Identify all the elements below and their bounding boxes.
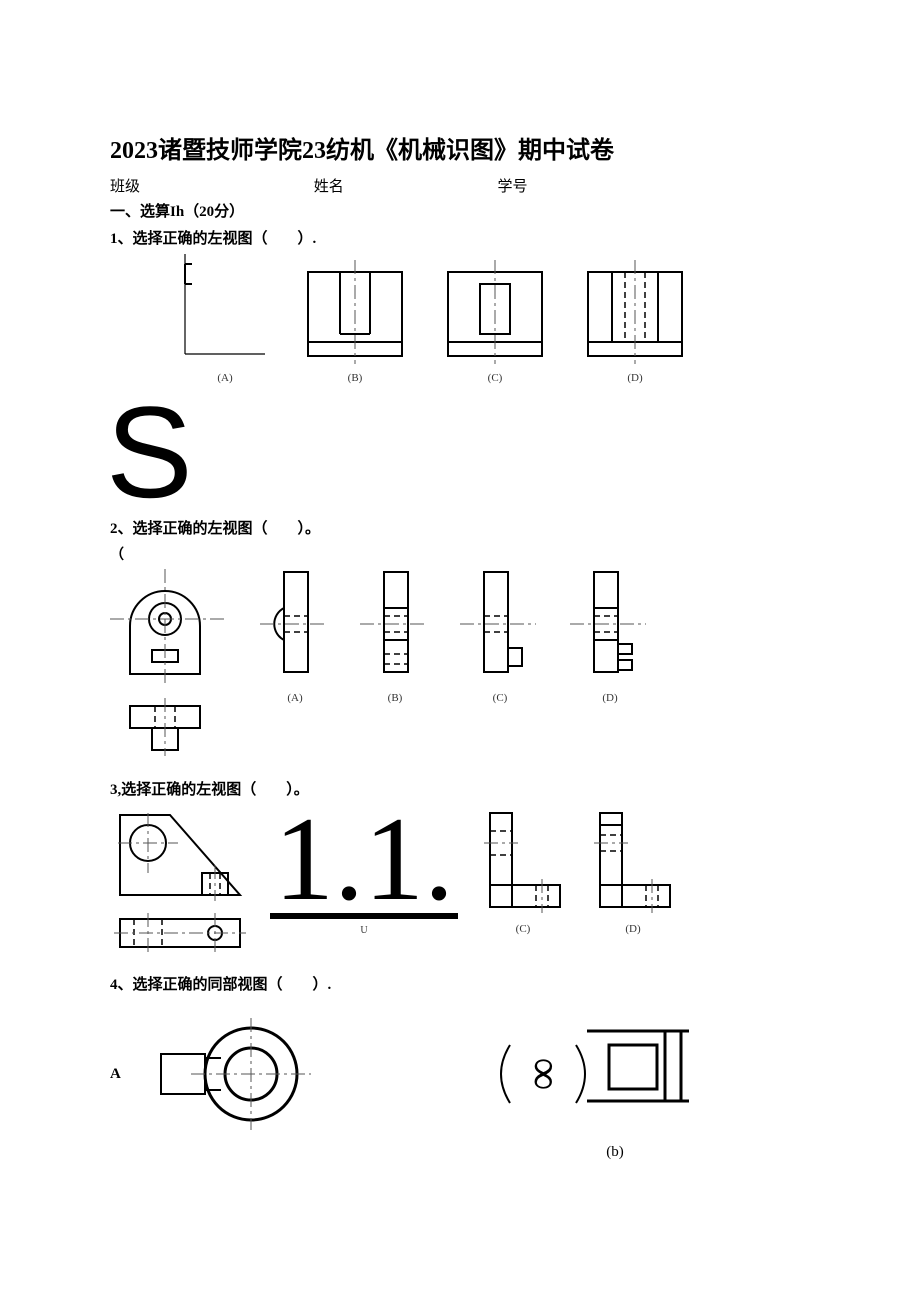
q2-given-front (110, 564, 230, 694)
q3-given-front (110, 805, 250, 905)
q1-optb-svg (300, 264, 410, 364)
q1-opt-d: (D) (580, 264, 690, 384)
q2-optc-svg (460, 564, 540, 684)
q2-optd-svg (570, 564, 650, 684)
q3-big-glyph: 1.1. (270, 805, 458, 919)
q4-blank (286, 977, 309, 993)
name-label: 姓名 (314, 175, 494, 196)
q4-inf-svg: ∞ (498, 1039, 588, 1109)
q4-label-b: (b) (420, 1144, 810, 1161)
q4-label-a: A (110, 1066, 121, 1083)
q1-given-svg (180, 254, 270, 364)
q1-opt-d-label: (D) (627, 372, 642, 384)
q4-glyph-square (583, 1021, 693, 1127)
q2-opt-b-label: (B) (388, 692, 403, 704)
page-title: 2023诸暨技师学院23纺机《机械识图》期中试卷 (110, 130, 810, 165)
q2-suffix: ）。 (298, 521, 321, 537)
q4-figures: A ∞ (110, 1014, 810, 1134)
q3-prefix: 3,选择正确的左视图（ (110, 782, 256, 798)
q1-optd-svg (580, 264, 690, 364)
q1-figures: (A) (B) (C) (180, 254, 810, 384)
section-1-heading: 一、选算Ih（20分） (110, 200, 810, 221)
q1-suffix: ）. (298, 231, 317, 247)
q1-opt-b: (B) (300, 264, 410, 384)
q2-opt-d-label: (D) (602, 692, 617, 704)
q1-opt-a-label: (A) (217, 372, 232, 384)
q4-right-glyphs: ∞ (501, 1021, 693, 1127)
q3-sub-label: U (360, 925, 367, 936)
q3-opt-d-label: (D) (625, 923, 640, 935)
q3-opt-d: (D) (588, 805, 678, 935)
q2-prefix: 2、选择正确的左视图（ (110, 521, 268, 537)
q2-opt-c: (C) (460, 564, 540, 704)
q3-text: 3,选择正确的左视图（ ）。 (110, 778, 810, 799)
q1-given: (A) (180, 254, 270, 384)
q2-opt-a-label: (A) (287, 692, 302, 704)
q3-optc-svg (478, 805, 568, 915)
info-row: 班级 姓名 学号 (110, 175, 810, 196)
class-label: 班级 (110, 175, 310, 196)
q2-given (110, 564, 230, 758)
q2-given-top (110, 698, 230, 758)
q4-given-svg (151, 1014, 321, 1134)
q4-sq-svg (583, 1021, 693, 1111)
q4-text: 4、选择正确的同部视图（ ）. (110, 973, 810, 994)
q3-opt-c: (C) (478, 805, 568, 935)
q2-blank (271, 521, 294, 537)
q2-opt-c-label: (C) (493, 692, 508, 704)
q2-opt-a: (A) (260, 564, 330, 704)
q2-opt-b: (B) (360, 564, 430, 704)
q3-big-glyph-col: 1.1. U (270, 805, 458, 936)
q4-suffix: ）. (313, 977, 332, 993)
q2-open-paren: （ (110, 544, 810, 564)
q2-figures: (A) (B) (C) (110, 564, 810, 758)
q3-optd-svg (588, 805, 678, 915)
q1-opt-c: (C) (440, 264, 550, 384)
q3-given (110, 805, 250, 959)
q1-blank (271, 231, 294, 247)
q1-opt-c-label: (C) (488, 372, 503, 384)
q3-figures: 1.1. U (C) (D) (110, 805, 810, 959)
q4-prefix: 4、选择正确的同部视图（ (110, 977, 283, 993)
id-label: 学号 (498, 175, 528, 196)
q3-opt-c-label: (C) (516, 923, 531, 935)
q1-text: 1、选择正确的左视图（ ）. (110, 227, 810, 248)
q1-prefix: 1、选择正确的左视图（ (110, 231, 268, 247)
q2-optb-svg (360, 564, 430, 684)
q1-big-glyph: S (106, 394, 810, 511)
q1-opt-b-label: (B) (348, 372, 363, 384)
q2-opta-svg (260, 564, 330, 684)
q2-text: 2、选择正确的左视图（ ）。 (110, 517, 810, 538)
q4-glyph-paren: ∞ (488, 1037, 588, 1111)
svg-text:∞: ∞ (520, 1058, 571, 1091)
q1-optc-svg (440, 264, 550, 364)
q2-opt-d: (D) (570, 564, 650, 704)
q3-given-top (110, 909, 250, 959)
